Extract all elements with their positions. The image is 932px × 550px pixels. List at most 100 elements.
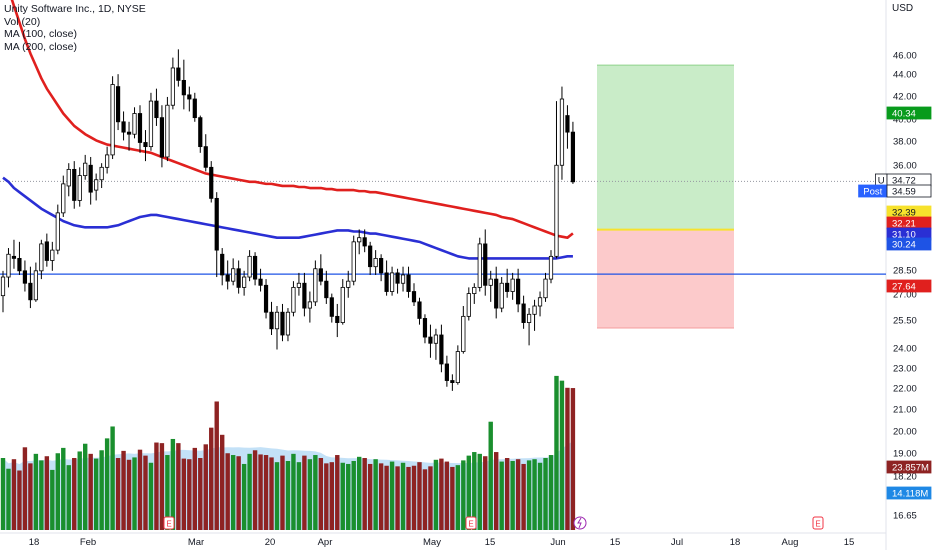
volume-bar [214, 401, 219, 530]
volume-bar [88, 453, 93, 530]
price-axis-tick: 40.00 [893, 115, 917, 126]
volume-bar [154, 442, 159, 530]
volume-bar [33, 453, 39, 530]
candle-body [17, 258, 22, 272]
candle-body [137, 113, 143, 143]
candle-body [181, 79, 186, 96]
candle-body [115, 86, 121, 123]
volume-bar [335, 455, 340, 530]
time-axis-tick: Apr [318, 537, 333, 548]
price-axis-tick: 21.00 [893, 405, 917, 416]
candle-body [488, 278, 493, 286]
volume-bar [565, 387, 570, 530]
price-axis-tick: 23.00 [893, 364, 917, 375]
candle-body [236, 268, 241, 288]
candle-body [55, 212, 60, 251]
volume-bar [302, 455, 307, 530]
ma100-indicator-label[interactable]: MA (100, close) [4, 28, 77, 41]
volume-bar [280, 455, 285, 530]
candle-body [313, 268, 318, 303]
volume-bar [340, 462, 345, 530]
stop-zone [597, 229, 734, 328]
candle-body [39, 243, 44, 272]
volume-indicator-label[interactable]: Vol (20) [4, 15, 41, 28]
volume-bar [417, 462, 422, 530]
price-axis-tick: 42.00 [893, 92, 917, 103]
candle-body [428, 336, 433, 344]
volume-bar [559, 380, 565, 530]
candle-body [505, 282, 510, 292]
volume-bar [203, 444, 208, 530]
candle-body [170, 67, 175, 106]
volume-bar [6, 468, 11, 530]
volume-bar [351, 460, 356, 530]
candle-body [126, 131, 132, 135]
time-axis-tick: Feb [80, 537, 96, 548]
price-label-text: 14.118M [892, 489, 928, 500]
earnings-box [465, 516, 477, 530]
volume-bar [433, 459, 439, 530]
volume-bar [110, 426, 115, 530]
volume-bar [307, 459, 313, 530]
candle-body [198, 117, 203, 148]
volume-bar [455, 465, 461, 530]
volume-bar [296, 462, 302, 530]
candle-body [214, 197, 219, 251]
volume-bar [477, 453, 482, 530]
price-label-text: 23.857M [892, 463, 929, 474]
candle-body [143, 142, 148, 148]
volume-bar [554, 375, 559, 530]
candle-body [187, 94, 192, 100]
price-label-box [886, 460, 932, 474]
volume-bar [357, 456, 362, 530]
volume-bar [66, 465, 71, 530]
price-label-box [886, 237, 932, 251]
price-axis-tick: 46.00 [893, 51, 917, 62]
time-axis-tick: Jul [671, 537, 683, 548]
candle-body [433, 334, 439, 344]
ma200-indicator-label[interactable]: MA (200, close) [4, 40, 77, 53]
time-axis-tick: 18 [29, 537, 40, 548]
candle-body [44, 241, 49, 261]
candle-body [537, 297, 543, 307]
price-label-box [886, 106, 932, 120]
candle-body [296, 282, 302, 288]
volume-bar [258, 454, 263, 530]
volume-bar [543, 458, 548, 530]
candle-body [302, 282, 307, 309]
candle-body [543, 278, 548, 299]
price-label: 31.10 [886, 227, 932, 241]
symbol-title[interactable]: Unity Software Inc., 1D, NYSE [4, 3, 146, 15]
currency-label[interactable]: USD [892, 3, 914, 14]
volume-bar [329, 462, 334, 530]
candle-body [395, 272, 400, 284]
candle-body [291, 286, 296, 313]
price-label-text: 32.21 [892, 219, 916, 230]
volume-bar [198, 458, 203, 530]
time-axis-tick: May [423, 537, 441, 548]
candle-body [340, 286, 345, 323]
earnings-marker: E [465, 516, 477, 530]
price-axis-tick: 27.00 [893, 290, 917, 301]
split-marker [573, 516, 587, 530]
volume-bar [83, 443, 88, 530]
candle-body [318, 268, 323, 282]
earnings-letter: E [166, 520, 171, 529]
volume-bar [504, 458, 510, 530]
candle-body [526, 313, 532, 323]
price-label-text: 40.34 [892, 109, 916, 120]
price-axis-tick: 22.00 [893, 384, 917, 395]
volume-bar [406, 466, 411, 530]
volume-bar [548, 455, 554, 530]
candle-body [148, 100, 154, 148]
volume-bar [263, 455, 269, 530]
volume-bar [0, 458, 6, 530]
volume-bar [444, 461, 450, 530]
price-label-text: 34.59 [892, 187, 916, 198]
volume-bar [17, 470, 22, 530]
time-axis-tick: 15 [844, 537, 855, 548]
volume-bar [143, 455, 148, 530]
candle-body [565, 115, 570, 133]
